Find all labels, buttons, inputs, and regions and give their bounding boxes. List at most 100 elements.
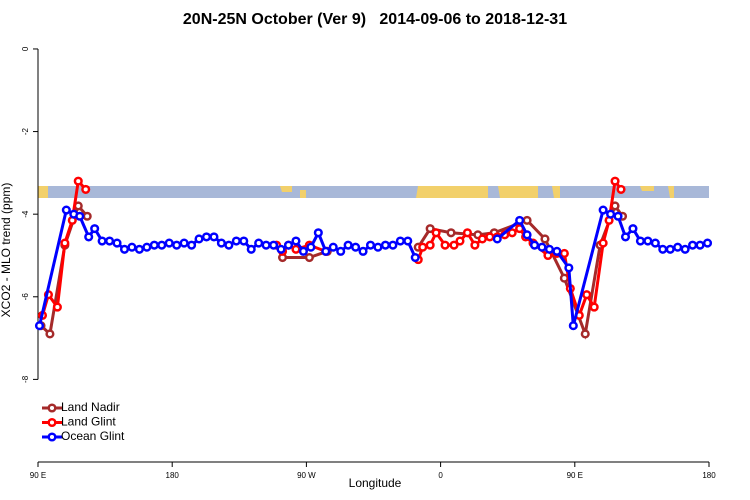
data-point	[75, 211, 85, 221]
legend-label: Ocean Glint	[61, 429, 125, 443]
data-point	[492, 234, 502, 244]
data-point	[105, 236, 115, 246]
data-point	[261, 240, 271, 250]
data-point	[304, 252, 314, 263]
data-point	[224, 240, 234, 250]
data-point	[540, 234, 550, 244]
data-point	[462, 228, 472, 238]
data-point	[239, 236, 249, 246]
data-point	[395, 236, 405, 246]
x-tick-label: 0	[438, 471, 443, 480]
chart-title: 20N-25N October (Ver 9) 2014-09-06 to 20…	[183, 11, 567, 28]
data-point	[283, 240, 294, 250]
data-point	[231, 236, 241, 246]
data-point	[73, 176, 83, 186]
legend-label: Land Glint	[61, 415, 116, 429]
x-axis-label: Longitude	[349, 476, 402, 490]
data-point	[127, 242, 137, 252]
y-tick-label: -8	[21, 375, 30, 383]
legend-label: Land Nadir	[61, 400, 120, 414]
data-point	[470, 240, 480, 250]
data-point	[418, 242, 428, 252]
data-point	[209, 232, 219, 242]
x-tick-label: 90 W	[297, 471, 316, 480]
legend-marker	[47, 432, 57, 442]
data-point	[580, 329, 590, 339]
data-point	[522, 230, 532, 240]
data-point	[564, 263, 574, 273]
data-point	[187, 240, 197, 250]
data-point	[598, 238, 608, 248]
data-point	[477, 234, 487, 244]
data-point	[695, 240, 705, 250]
data-point	[643, 236, 653, 246]
data-point	[343, 240, 353, 250]
y-tick-label: 0	[21, 46, 30, 51]
data-point	[702, 238, 713, 248]
y-axis-label: XCO2 - MLO trend (ppm)	[0, 183, 13, 318]
data-point	[34, 321, 45, 331]
data-point	[328, 242, 338, 252]
data-point	[134, 244, 144, 254]
data-point	[291, 244, 301, 254]
data-point	[269, 240, 279, 250]
map-strip	[38, 186, 709, 198]
data-point	[112, 238, 122, 248]
data-point	[507, 228, 517, 238]
data-point	[172, 240, 182, 250]
data-point	[425, 240, 435, 250]
data-point	[365, 240, 376, 250]
data-point	[544, 244, 555, 254]
data-point	[82, 211, 92, 221]
x-tick-label: 90 E	[30, 471, 46, 480]
data-point	[84, 232, 94, 242]
data-point	[388, 240, 398, 250]
data-point	[90, 224, 100, 234]
data-point	[552, 246, 562, 256]
data-point	[680, 244, 690, 254]
data-point	[431, 228, 441, 238]
data-point	[119, 244, 130, 254]
data-point	[380, 240, 390, 250]
data-point	[157, 240, 167, 250]
data-point	[515, 215, 525, 225]
data-point	[276, 244, 286, 254]
y-tick-label: -2	[21, 127, 30, 135]
data-point	[537, 242, 547, 252]
data-point	[306, 242, 316, 252]
x-tick-label: 180	[166, 471, 180, 480]
data-point	[61, 205, 71, 215]
data-point	[620, 232, 631, 242]
series-line	[39, 202, 624, 340]
data-point	[446, 228, 456, 238]
data-point	[616, 184, 626, 194]
data-point	[485, 232, 495, 242]
data-point	[403, 236, 413, 246]
x-tick-label: 180	[702, 471, 716, 480]
data-point	[351, 242, 361, 252]
data-point	[97, 236, 107, 246]
data-point	[425, 224, 435, 234]
data-point	[522, 215, 532, 225]
data-point	[529, 240, 540, 250]
data-point	[45, 329, 55, 339]
data-point	[606, 209, 616, 219]
data-point	[658, 244, 668, 254]
data-point	[52, 302, 62, 312]
data-point	[313, 228, 323, 238]
data-point	[373, 242, 383, 252]
legend-marker	[47, 417, 57, 428]
data-point	[81, 184, 91, 194]
data-point	[449, 240, 459, 250]
data-point	[336, 246, 346, 256]
data-point	[291, 236, 301, 246]
data-point	[582, 290, 592, 300]
data-point	[568, 321, 578, 331]
data-point	[321, 246, 331, 256]
data-point	[149, 240, 159, 250]
data-point	[610, 176, 620, 186]
data-point	[673, 242, 683, 252]
data-point	[60, 238, 70, 248]
